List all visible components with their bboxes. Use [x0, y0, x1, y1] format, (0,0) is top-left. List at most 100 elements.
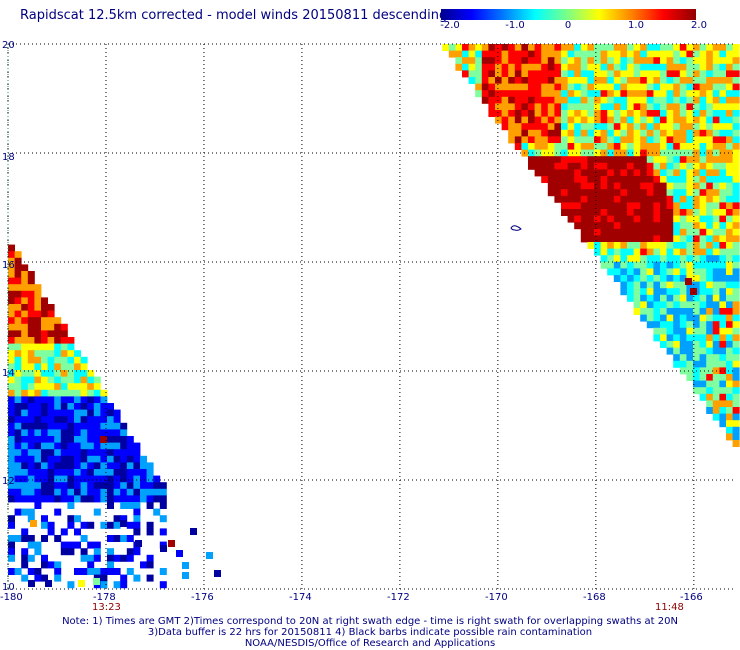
wind-cell — [528, 90, 535, 98]
wind-cell — [34, 495, 42, 503]
wind-cell — [613, 195, 621, 203]
wind-cell — [528, 116, 535, 124]
wind-cell — [732, 143, 740, 150]
wind-cell — [80, 495, 88, 503]
wind-cell — [60, 370, 68, 377]
wind-cell — [726, 228, 733, 236]
wind-cell — [679, 110, 687, 117]
wind-cell — [206, 552, 213, 559]
wind-cell — [699, 228, 707, 236]
wind-cell — [501, 44, 509, 51]
wind-cell — [27, 343, 35, 351]
wind-cell — [462, 70, 469, 78]
wind-cell — [27, 363, 35, 371]
wind-cell — [646, 301, 654, 309]
wind-cell — [732, 110, 740, 117]
wind-cell — [719, 143, 727, 150]
wind-cell — [627, 294, 634, 302]
wind-cell — [27, 488, 35, 496]
wind-cell — [726, 407, 733, 414]
wind-cell — [699, 367, 707, 375]
wind-cell — [640, 143, 648, 150]
wind-cell — [481, 96, 489, 104]
wind-cell — [712, 387, 720, 395]
wind-cell — [712, 44, 720, 51]
wind-cell — [653, 176, 661, 183]
wind-cell — [646, 288, 654, 296]
wind-cell — [468, 57, 476, 65]
wind-cell — [706, 129, 714, 137]
wind-cell — [514, 63, 522, 71]
wind-cell — [660, 294, 667, 302]
wind-cell — [719, 96, 727, 104]
wind-cell — [113, 409, 121, 417]
wind-cell — [712, 110, 720, 117]
wind-cell — [41, 343, 48, 351]
wind-cell — [580, 116, 588, 124]
wind-cell — [660, 235, 667, 243]
wind-cell — [113, 469, 121, 476]
footnote-line-1: Note: 1) Times are GMT 2)Times correspon… — [62, 616, 678, 627]
wind-cell — [34, 403, 42, 410]
wind-cell — [547, 50, 555, 58]
wind-cell — [699, 209, 707, 216]
wind-cell — [712, 261, 720, 269]
wind-cell — [21, 403, 29, 410]
wind-cell — [660, 341, 667, 348]
wind-cell — [660, 103, 667, 111]
wind-cell — [673, 341, 681, 348]
wind-cell — [67, 422, 75, 430]
wind-cell — [580, 70, 588, 78]
wind-cell — [706, 268, 714, 276]
wind-cell — [699, 341, 707, 348]
wind-cell — [528, 136, 535, 144]
wind-cell — [699, 129, 707, 137]
wind-cell — [87, 554, 95, 562]
wind-cell — [719, 288, 727, 296]
wind-cell — [653, 63, 661, 71]
wind-cell — [640, 314, 648, 322]
wind-cell — [640, 235, 648, 243]
wind-cell — [607, 83, 615, 91]
wind-cell — [107, 502, 114, 509]
wind-cell — [508, 123, 516, 131]
wind-cell — [699, 314, 707, 322]
wind-cell — [475, 77, 483, 84]
wind-cell — [21, 416, 29, 424]
wind-cell — [666, 294, 674, 302]
wind-cell — [726, 235, 733, 243]
wind-cell — [699, 242, 707, 249]
wind-cell — [74, 528, 81, 536]
wind-cell — [67, 343, 75, 351]
wind-cell — [726, 255, 733, 263]
wind-cell — [488, 110, 496, 117]
wind-cell — [653, 156, 661, 164]
wind-cell — [534, 136, 542, 144]
wind-cell — [686, 116, 694, 124]
wind-cell — [514, 44, 522, 51]
wind-cell — [726, 162, 733, 170]
wind-cell — [133, 462, 141, 470]
wind-cell — [686, 63, 694, 71]
wind-cell — [14, 462, 22, 470]
wind-cell — [706, 380, 714, 388]
wind-cell — [686, 149, 694, 157]
wind-cell — [41, 475, 48, 483]
wind-cell — [646, 215, 654, 223]
wind-cell — [679, 314, 687, 322]
wind-cell — [45, 580, 52, 587]
wind-cell — [640, 189, 648, 197]
wind-cell — [27, 436, 35, 443]
wind-cell — [640, 63, 648, 71]
wind-cell — [113, 416, 121, 424]
wind-cell — [54, 350, 62, 358]
wind-cell — [34, 409, 42, 417]
wind-cell — [686, 143, 694, 150]
wind-cell — [60, 389, 68, 397]
wind-cell — [126, 475, 134, 483]
wind-cell — [673, 294, 681, 302]
wind-cell — [620, 176, 628, 183]
wind-cell — [706, 110, 714, 117]
wind-cell — [600, 209, 608, 216]
wind-cell — [607, 169, 615, 177]
